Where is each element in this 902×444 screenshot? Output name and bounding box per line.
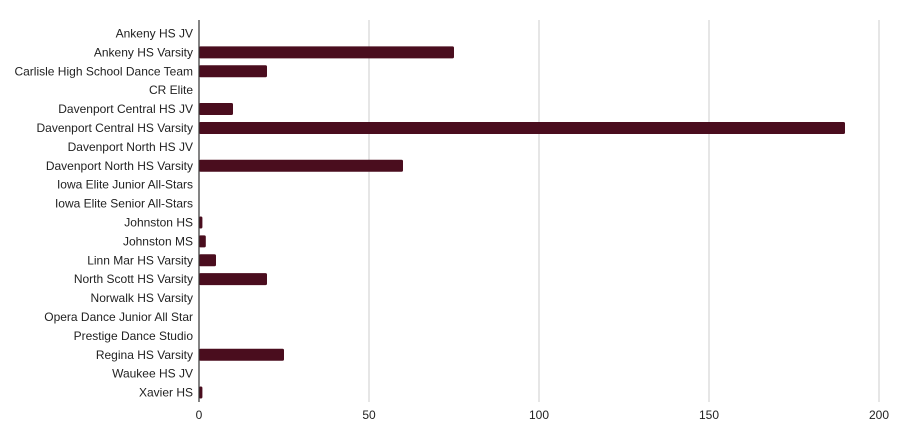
- x-tick-label: 150: [699, 408, 719, 422]
- category-label: Waukee HS JV: [112, 367, 193, 381]
- category-label: Iowa Elite Junior All-Stars: [57, 178, 193, 192]
- category-label: Davenport Central HS JV: [58, 102, 193, 116]
- x-tick-label: 0: [196, 408, 203, 422]
- bar: [199, 386, 203, 399]
- gridlines: [368, 20, 880, 402]
- bar: [199, 46, 454, 59]
- bar: [199, 65, 267, 78]
- x-tick-labels: 0 50 100 150 200: [196, 408, 890, 422]
- category-label: Opera Dance Junior All Star: [44, 310, 193, 324]
- category-labels: Ankeny HS JV Ankeny HS Varsity Carlisle Hi…: [14, 26, 193, 399]
- bar: [199, 159, 403, 172]
- category-label: CR Elite: [149, 83, 193, 97]
- x-tick-label: 100: [529, 408, 549, 422]
- category-label: Linn Mar HS Varsity: [87, 253, 193, 267]
- bar: [199, 103, 233, 116]
- category-label: Davenport North HS JV: [68, 140, 193, 154]
- category-label: Davenport North HS Varsity: [46, 159, 193, 173]
- category-label: Johnston MS: [123, 234, 193, 248]
- bar: [199, 121, 845, 134]
- bar: [199, 216, 203, 229]
- x-tick-label: 50: [362, 408, 376, 422]
- category-label: North Scott HS Varsity: [74, 272, 193, 286]
- category-label: Davenport Central HS Varsity: [36, 121, 193, 135]
- category-label: Prestige Dance Studio: [74, 329, 194, 343]
- bars: [199, 46, 845, 399]
- category-label: Xavier HS: [139, 386, 193, 400]
- bar: [199, 235, 206, 248]
- category-label: Ankeny HS Varsity: [94, 45, 193, 59]
- category-label: Regina HS Varsity: [96, 348, 193, 362]
- category-label: Carlisle High School Dance Team: [14, 64, 193, 78]
- bar: [199, 254, 216, 267]
- x-tick-label: 200: [869, 408, 889, 422]
- category-label: Iowa Elite Senior All-Stars: [55, 197, 193, 211]
- category-label: Johnston HS: [124, 215, 193, 229]
- bar: [199, 348, 284, 361]
- bar: [199, 273, 267, 286]
- category-label: Norwalk HS Varsity: [91, 291, 193, 305]
- category-label: Ankeny HS JV: [116, 26, 193, 40]
